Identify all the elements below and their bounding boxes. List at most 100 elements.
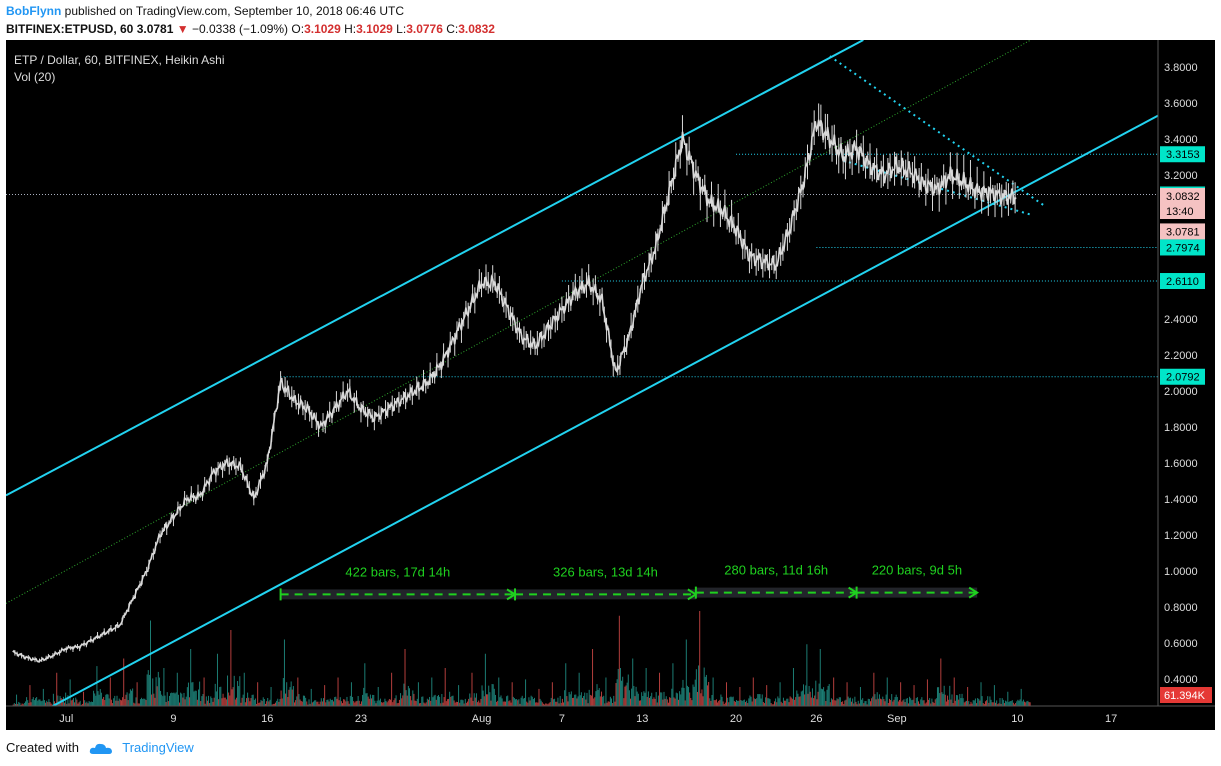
volume-bar — [232, 687, 234, 706]
volume-bar — [74, 702, 76, 706]
volume-bar — [327, 699, 329, 706]
volume-bar — [27, 700, 29, 706]
volume-bar — [772, 704, 774, 706]
volume-bar — [775, 698, 777, 706]
volume-bar — [863, 703, 865, 706]
volume-bar — [318, 704, 320, 706]
close-label: C: — [446, 22, 459, 36]
volume-bar — [400, 693, 402, 706]
chart-canvas[interactable]: 422 bars, 17d 14h 326 bars, 13d 14h 280 ba… — [6, 40, 1215, 730]
volume-bar — [454, 702, 456, 706]
y-tick-label: 3.4000 — [1164, 134, 1198, 146]
volume-bar — [455, 701, 457, 706]
volume-bar — [684, 700, 686, 706]
volume-bar — [108, 698, 110, 706]
volume-bar — [732, 696, 734, 706]
volume-bar — [686, 685, 688, 706]
volume-bar — [352, 696, 354, 706]
volume-bar — [568, 692, 570, 706]
volume-bar — [877, 698, 879, 706]
volume-bar — [724, 702, 726, 706]
volume-bar — [221, 698, 223, 706]
volume-bar — [988, 702, 990, 706]
footer: Created with TradingView — [6, 740, 194, 756]
volume-bar — [828, 684, 830, 706]
volume-bar — [412, 690, 414, 706]
volume-bar — [167, 701, 169, 706]
volume-bar — [350, 682, 352, 706]
volume-bar — [955, 695, 957, 706]
volume-bar — [777, 696, 779, 706]
volume-bar — [462, 700, 464, 706]
volume-bar — [571, 697, 573, 706]
author-link[interactable]: BobFlynn — [6, 4, 62, 18]
volume-bar — [166, 692, 168, 706]
volume-bar — [526, 701, 528, 706]
volume-bar — [736, 700, 738, 706]
volume-bar — [797, 693, 799, 706]
volume-bar — [744, 702, 746, 706]
volume-bar — [408, 688, 410, 706]
volume-bar — [116, 695, 118, 706]
volume-bar — [752, 677, 754, 706]
volume-bar — [843, 703, 845, 706]
volume-bar — [968, 701, 970, 706]
volume-bar — [833, 677, 835, 706]
volume-bar — [984, 701, 986, 706]
volume-bar — [237, 681, 239, 706]
chart-header: BobFlynn published on TradingView.com, S… — [0, 0, 1221, 40]
volume-bar — [61, 698, 63, 706]
volume-bar — [640, 700, 642, 706]
volume-bar — [707, 685, 709, 706]
volume-bar — [832, 699, 834, 706]
volume-bar — [52, 693, 54, 706]
volume-bar — [325, 702, 327, 706]
volume-bar — [516, 699, 518, 706]
x-tick-label: 20 — [730, 713, 742, 725]
volume-bar — [391, 672, 393, 706]
volume-bar — [696, 691, 698, 706]
volume-bar — [460, 699, 462, 706]
volume-bar — [443, 697, 445, 706]
volume-bar — [820, 688, 822, 706]
volume-bar — [627, 674, 629, 706]
volume-bar — [51, 704, 53, 706]
volume-bar — [153, 693, 155, 706]
volume-bar — [146, 674, 148, 706]
volume-bar — [767, 698, 769, 706]
volume-bar — [69, 679, 71, 706]
volume-bar — [439, 696, 441, 706]
volume-bar — [39, 699, 41, 706]
y-tick-label: 1.0000 — [1164, 566, 1198, 578]
low-label: L: — [396, 22, 407, 36]
volume-bar — [728, 702, 730, 706]
volume-bar — [605, 677, 607, 706]
volume-bar — [496, 701, 498, 706]
volume-bar — [16, 694, 18, 706]
volume-bar — [213, 697, 215, 706]
volume-bar — [801, 690, 803, 706]
volume-bar — [768, 698, 770, 706]
tradingview-link[interactable]: TradingView — [122, 740, 194, 755]
volume-bar — [653, 697, 655, 706]
volume-bar — [228, 692, 230, 706]
volume-bar — [882, 696, 884, 706]
volume-bar — [665, 696, 667, 706]
volume-bar — [720, 694, 722, 706]
volume-bar — [986, 700, 988, 706]
volume-bar — [32, 697, 34, 706]
volume-bar — [694, 679, 696, 706]
price-chart[interactable]: 422 bars, 17d 14h 326 bars, 13d 14h 280 ba… — [6, 40, 1215, 730]
volume-bar — [791, 698, 793, 706]
volume-bar — [749, 695, 751, 706]
x-tick-label: Aug — [472, 713, 492, 725]
volume-bar — [817, 691, 819, 706]
volume-bar — [990, 699, 992, 706]
volume-bar — [810, 697, 812, 706]
volume-bar — [14, 703, 16, 706]
volume-bar — [1000, 703, 1002, 706]
volume-bar — [124, 699, 126, 706]
volume-bar — [493, 688, 495, 706]
volume-bar — [839, 697, 841, 706]
volume-bar — [272, 703, 274, 706]
